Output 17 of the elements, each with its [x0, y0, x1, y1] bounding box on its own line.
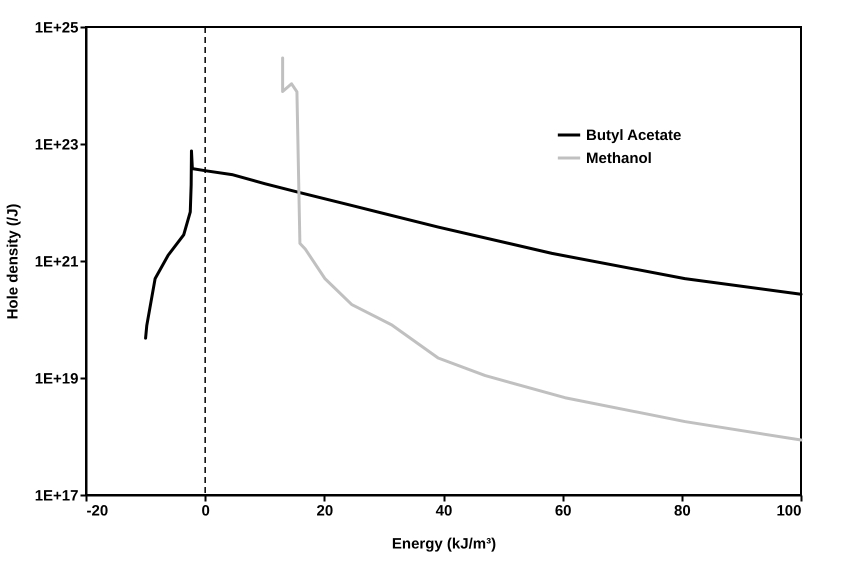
y-tick-label: 1E+17 [34, 488, 78, 504]
x-axis-title: Energy (kJ/m³) [392, 536, 496, 552]
y-tick-label: 1E+19 [34, 370, 78, 388]
legend-label: Butyl Acetate [586, 127, 682, 144]
y-axis-title: Hole density (/J) [4, 204, 22, 320]
x-tick-label: 80 [674, 502, 691, 520]
legend-label: Methanol [586, 150, 652, 167]
x-tick-label: 20 [316, 502, 334, 520]
y-tick-label: 1E+23 [34, 136, 78, 154]
y-tick-label: 1E+25 [34, 20, 78, 36]
x-tick-label: 40 [436, 502, 452, 520]
x-tick-label: 100 [776, 502, 802, 520]
y-tick-label: 1E+21 [34, 254, 78, 270]
x-tick-label: -20 [86, 502, 108, 520]
line-series [281, 56, 802, 442]
x-tick-label: 0 [201, 502, 210, 520]
x-tick-label: 60 [554, 502, 572, 520]
